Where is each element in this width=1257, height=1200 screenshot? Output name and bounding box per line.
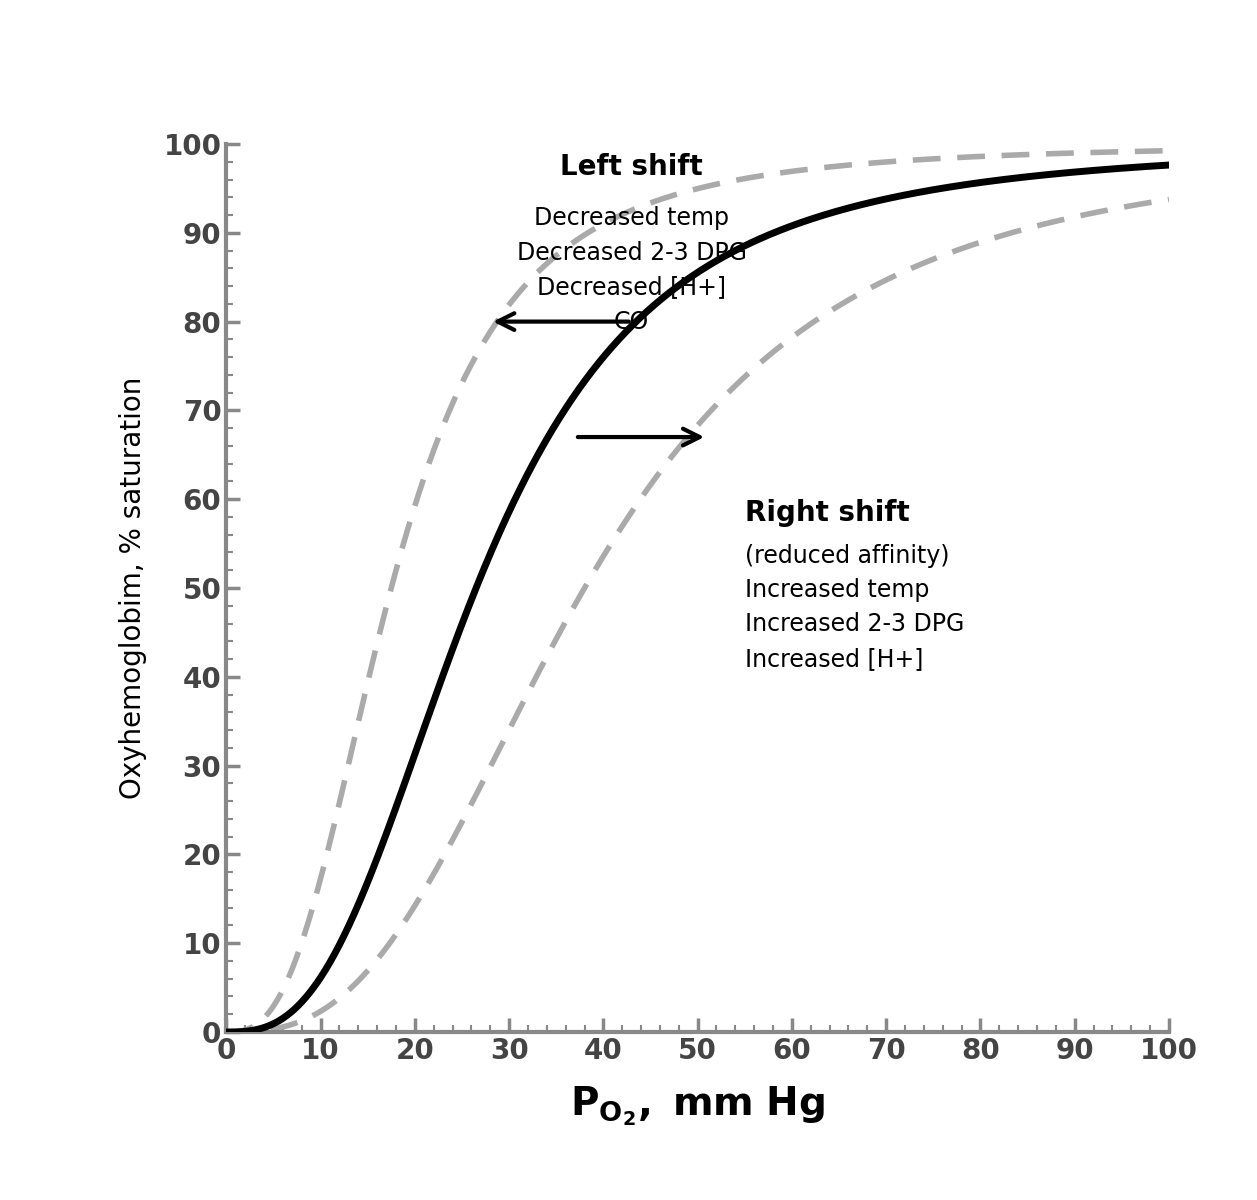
X-axis label: $\mathbf{P_{O_2}}$$\mathbf{,\ mm\ Hg}$: $\mathbf{P_{O_2}}$$\mathbf{,\ mm\ Hg}$	[571, 1085, 825, 1128]
Text: Left shift: Left shift	[561, 152, 703, 181]
Text: Right shift: Right shift	[744, 499, 910, 527]
Text: Decreased temp
Decreased 2-3 DPG
Decreased [H+]
CO: Decreased temp Decreased 2-3 DPG Decreas…	[517, 206, 747, 334]
Text: (reduced affinity)
Increased temp
Increased 2-3 DPG
Increased [H+]: (reduced affinity) Increased temp Increa…	[744, 544, 964, 671]
Y-axis label: Oxyhemoglobim, % saturation: Oxyhemoglobim, % saturation	[118, 377, 147, 799]
